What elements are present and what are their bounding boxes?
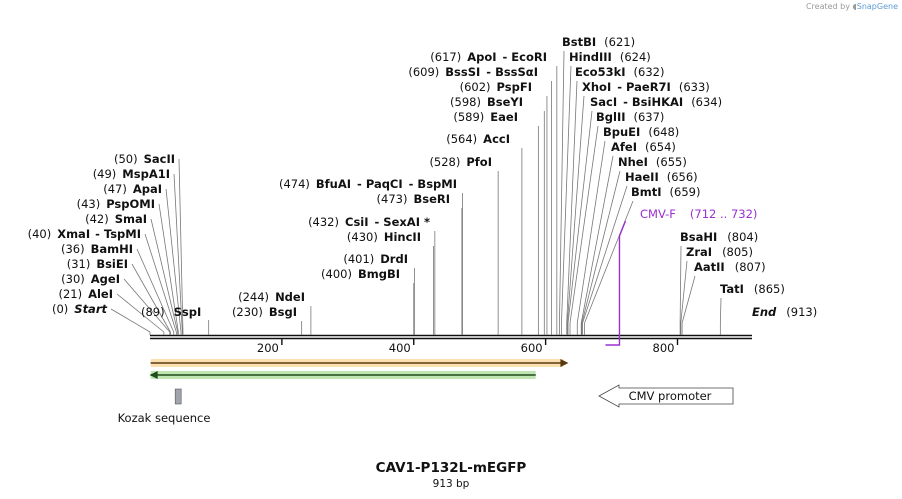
primer-arrow-cmv-f [605,220,627,346]
credit-brand: SnapGene [856,2,898,11]
enzyme-label-zrai: ZraI (805) [686,245,753,259]
cut-line-zrai [680,260,688,324]
enzyme-label-sacii: (50) SacII [114,152,175,166]
enzyme-label-saci: SacI - BsiHKAI (634) [590,95,722,109]
feature-forward-arrowhead [560,359,569,367]
feature-cmv-promoter-arrow [598,384,734,408]
cut-line-mspa1i [173,173,183,333]
credit-prefix: Created by [805,2,850,11]
cut-line-xhoi [566,95,585,324]
enzyme-label-bmti: BmtI (659) [631,185,700,199]
feature-kozak-label: Kozak sequence [118,411,211,425]
cut-line-apai [165,188,182,333]
enzyme-label-bsssi: (609) BssSI - BssSαI [408,65,538,79]
enzyme-label-mspa1i: (49) MspA1I [93,167,170,181]
ruler-label-200: 200 [257,341,279,355]
enzyme-label-bfuai: (474) BfuAI - PaqCI - BspMI [279,177,457,191]
cut-line-smai [150,218,179,333]
cut-line-agei [123,278,171,333]
enzyme-label-xhoi: XhoI - PaeR7I (633) [582,80,710,94]
map-title: CAV1-P132L-mEGFP [376,460,527,476]
cut-line-tati [719,297,722,324]
enzyme-label-bstbi: BstBI (621) [562,35,635,49]
cut-line-eco53ki [566,80,578,324]
ruler-label-800: 800 [653,341,675,355]
cut-line-bamhi [136,248,175,333]
enzyme-label-tati: TatI (865) [720,282,785,296]
enzyme-label-bseyi: (598) BseYI [450,95,523,109]
enzyme-label-apai: (47) ApaI [103,182,162,196]
cut-line-hindiii [561,65,572,324]
enzyme-label-acci: (564) AccI [446,132,510,146]
enzyme-label-xmai: (40) XmaI - TspMI [28,227,141,241]
enzyme-label-end: End (913) [752,305,817,319]
cut-line-sacii [178,158,184,333]
cut-line-bsahi [679,245,682,324]
enzyme-label-haeii: HaeII (656) [625,170,698,184]
enzyme-label-hincii: (430) HincII [347,230,421,244]
enzyme-label-ndei: (244) NdeI [238,290,305,304]
enzyme-label-apoi: (617) ApoI - EcoRI [430,50,547,64]
enzyme-label-csii: (432) CsiI - SexAI * [308,215,430,229]
enzyme-label-nhei: NheI (655) [618,155,687,169]
snapgene-credit: Created by ◖SnapGene [806,2,898,11]
cut-line-start [110,308,151,333]
enzyme-label-alei: (21) AleI [58,287,113,301]
enzyme-label-eaei: (589) EaeI [453,110,518,124]
enzyme-label-hindiii: HindIII (624) [569,50,651,64]
enzyme-label-agei: (30) AgeI [61,272,120,286]
enzyme-label-afei: AfeI (654) [611,140,676,154]
enzyme-label-eco53ki: Eco53kI (632) [575,65,664,79]
enzyme-label-bsgi: (230) BsgI [232,305,297,319]
cut-line-aatii [681,275,696,324]
feature-cmv-promoter-label: CMV promoter [629,389,712,403]
cut-line-bglii [569,125,599,324]
enzyme-label-pspfi: (602) PspFI [460,80,532,94]
cut-line-bstbi [559,50,565,324]
cut-line-xmai [144,233,177,333]
cut-line-afei [580,155,614,324]
cut-line-haeii [582,185,628,324]
cut-line-alei [116,293,165,333]
enzyme-label-bsahi: BsaHI (804) [680,230,758,244]
enzyme-label-smai: (42) SmaI [85,212,147,226]
enzyme-label-aatii: AatII (807) [694,260,766,274]
primer-label-cmv-f: CMV-F (712 .. 732) [640,207,757,221]
map-length: 913 bp [433,478,470,490]
feature-reverse-arrowhead [149,371,158,379]
cut-line-bpuei [576,140,606,324]
enzyme-label-pspomi: (43) PspOMI [77,197,155,211]
feature-kozak-box [174,388,182,405]
ruler-label-600: 600 [521,341,543,355]
enzyme-label-sspi: (89) SspI [141,305,201,319]
cut-line-saci [567,110,593,324]
enzyme-label-bsiei: (31) BsiEI [67,257,128,271]
cut-line-bsiei [131,263,171,333]
ruler-label-400: 400 [389,341,411,355]
cut-line-nhei [581,170,621,324]
enzyme-label-pfoi: (528) PfoI [429,155,492,169]
enzyme-label-bseri: (473) BseRI [377,192,450,206]
enzyme-label-drdi: (401) DrdI [343,252,408,266]
enzyme-label-bglii: BglII (637) [596,110,664,124]
cut-line-pspomi [158,203,179,333]
enzyme-label-start: (0) Start [52,302,108,316]
snapgene-logo-icon: ◖ [852,2,857,11]
enzyme-label-bpuei: BpuEI (648) [603,125,679,139]
enzyme-label-bmgbi: (400) BmgBI [321,267,400,281]
enzyme-label-bamhi: (36) BamHI [61,242,133,256]
cut-line-bmti [584,200,634,324]
